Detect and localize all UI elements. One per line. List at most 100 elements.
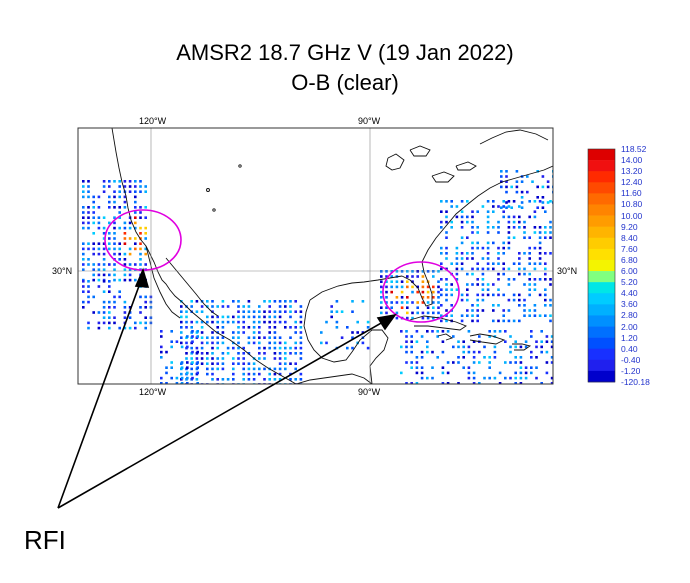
observation-dot (460, 252, 464, 255)
observation-dot (545, 340, 549, 343)
observation-dot (273, 357, 277, 360)
observation-dot (466, 215, 469, 219)
observation-dot (134, 237, 137, 240)
colorbar-swatch (588, 370, 615, 383)
observation-dot (252, 315, 256, 319)
observation-dot (445, 231, 448, 234)
observation-dot (263, 346, 266, 350)
observation-dot (366, 346, 370, 350)
observation-dot (299, 346, 303, 350)
observation-dot (538, 314, 542, 317)
observation-dot (118, 258, 121, 261)
observation-dot (252, 336, 256, 339)
observation-dot (380, 285, 383, 289)
observation-dot (544, 288, 547, 291)
observation-dot (420, 350, 424, 354)
observation-dot (486, 246, 490, 250)
observation-dot (405, 335, 408, 338)
colorbar-swatch (588, 293, 615, 305)
lon-label-120w-top: 120°W (139, 116, 167, 126)
observation-dot (200, 352, 204, 355)
observation-dot (258, 305, 261, 308)
observation-dot (488, 366, 491, 369)
observation-dot (538, 278, 542, 281)
observation-dot (258, 326, 261, 329)
observation-dot (421, 301, 425, 304)
observation-dot (466, 236, 469, 239)
observation-dot (523, 220, 526, 224)
observation-dot (481, 298, 485, 302)
observation-dot (440, 220, 443, 224)
observation-dot (390, 290, 393, 294)
observation-dot (437, 301, 440, 304)
observation-dot (466, 200, 469, 203)
title-line-1: AMSR2 18.7 GHz V (19 Jan 2022) (176, 40, 514, 65)
observation-dot (493, 345, 497, 349)
observation-dot (550, 340, 553, 343)
observation-dot (180, 382, 184, 384)
observation-dot (502, 252, 505, 255)
observation-dot (385, 311, 388, 315)
observation-dot (82, 258, 85, 261)
observation-dot (134, 206, 137, 209)
observation-dot (144, 300, 147, 304)
observation-dot (252, 378, 256, 381)
observation-dot (445, 220, 448, 224)
observation-dot (452, 345, 455, 349)
observation-dot (97, 195, 101, 199)
colorbar-swatch (588, 149, 615, 161)
observation-dot (452, 361, 455, 364)
observation-dot (242, 346, 245, 350)
observation-dot (97, 326, 101, 330)
observation-dot (242, 310, 245, 313)
observation-dot (92, 278, 95, 282)
observation-dot (421, 311, 425, 315)
observation-dot (206, 341, 209, 345)
observation-dot (535, 376, 538, 380)
observation-dot (299, 372, 303, 376)
observation-dot (518, 226, 521, 229)
observation-dot (445, 293, 448, 297)
observation-dot (549, 231, 552, 234)
observation-dot (395, 296, 399, 299)
observation-dot (160, 382, 163, 384)
observation-dot (502, 215, 505, 219)
observation-dot (500, 185, 503, 189)
observation-dot (200, 326, 204, 329)
observation-dot (476, 246, 479, 250)
observation-dot (415, 366, 419, 369)
observation-dot (432, 285, 435, 289)
observation-dot (518, 262, 521, 265)
observation-dot (432, 306, 435, 309)
observation-dot (395, 280, 399, 283)
observation-dot (471, 267, 474, 271)
observation-dot (535, 356, 538, 359)
observation-dot (460, 257, 464, 260)
observation-dot (258, 367, 261, 371)
observation-dot (232, 300, 235, 303)
observation-dot (507, 309, 511, 312)
observation-dot (108, 232, 111, 235)
observation-dot (524, 340, 528, 343)
observation-dot (502, 262, 505, 265)
observation-dot (500, 175, 503, 178)
observation-dot (460, 236, 464, 239)
observation-dot (432, 296, 435, 299)
observation-dot (520, 201, 524, 204)
observation-dot (528, 257, 531, 260)
observation-dot (92, 311, 95, 314)
observation-dot (108, 221, 111, 225)
observation-dot (102, 316, 106, 319)
observation-dot (504, 376, 507, 380)
observation-dot (123, 221, 127, 225)
observation-dot (289, 352, 292, 355)
observation-dot (426, 316, 430, 320)
observation-dot (492, 293, 495, 297)
observation-dot (134, 326, 137, 330)
observation-dot (200, 331, 204, 334)
observation-dot (118, 190, 121, 193)
observation-dot (113, 273, 116, 277)
observation-dot (268, 300, 271, 303)
observation-dot (416, 285, 419, 289)
observation-dot (252, 310, 256, 313)
